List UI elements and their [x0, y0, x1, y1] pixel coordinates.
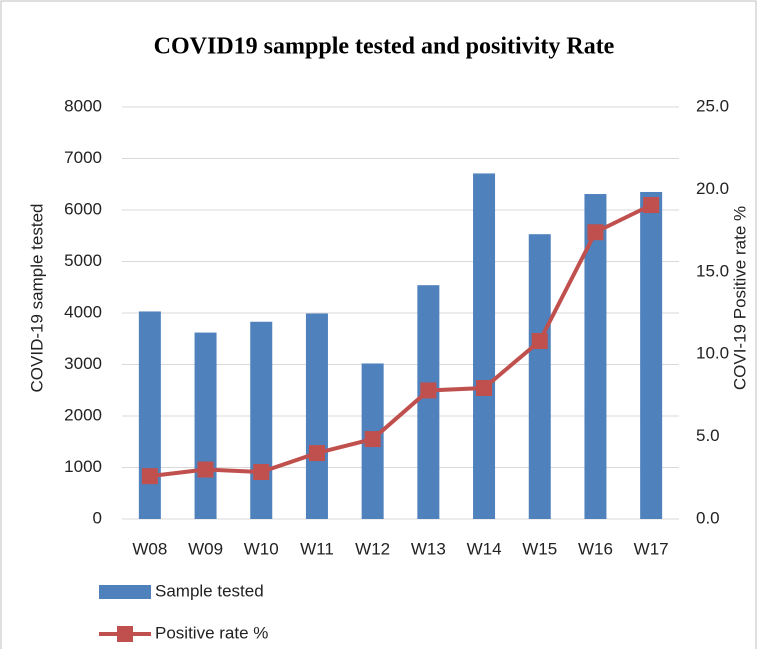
x-tick-label: W10	[244, 539, 279, 558]
y-tick-label: 4000	[64, 302, 102, 321]
legend-label: Positive rate %	[155, 623, 268, 642]
x-tick-label: W13	[411, 539, 446, 558]
y2-tick-label: 15.0	[696, 261, 729, 280]
y2-tick-label: 5.0	[696, 426, 720, 445]
x-tick-label: W11	[300, 539, 334, 558]
line	[149, 203, 653, 479]
y-tick-label: 6000	[64, 199, 102, 218]
x-tick-label: W09	[188, 539, 223, 558]
y-tick-label: 1000	[64, 457, 102, 476]
y-tick-label: 8000	[64, 96, 102, 115]
y-tick-label: 7000	[64, 148, 102, 167]
y-axis-title: COVID-19 sample tested	[27, 204, 46, 393]
y2-axis-title: COVI-19 Positive rate %	[730, 206, 749, 390]
legend-label: Sample tested	[155, 581, 264, 600]
x-tick-label: W14	[467, 539, 502, 558]
y2-tick-label: 10.0	[696, 344, 729, 363]
marker	[531, 333, 548, 350]
bar	[528, 234, 551, 519]
y-tick-label: 3000	[64, 354, 102, 373]
y2-tick-label: 20.0	[696, 179, 729, 198]
y-tick-label: 0	[93, 508, 102, 527]
y2-tick-label: 25.0	[696, 96, 729, 115]
bar	[640, 191, 663, 519]
bar	[305, 313, 328, 519]
legend-swatch	[117, 626, 133, 642]
bar	[584, 194, 607, 519]
bar	[250, 321, 273, 519]
marker	[643, 197, 660, 214]
marker	[364, 431, 381, 448]
legend-swatch	[99, 585, 151, 599]
marker	[476, 379, 493, 396]
x-tick-label: W08	[132, 539, 167, 558]
marker	[141, 468, 158, 485]
x-tick-label: W17	[634, 539, 669, 558]
marker	[420, 382, 437, 399]
y2-tick-label: 0.0	[696, 508, 720, 527]
x-tick-label: W12	[355, 539, 390, 558]
bar	[417, 285, 440, 519]
x-tick-label: W15	[522, 539, 557, 558]
marker	[253, 464, 270, 481]
bar	[473, 173, 496, 519]
marker	[587, 224, 604, 241]
marker	[308, 445, 325, 462]
bar	[194, 332, 217, 519]
marker	[197, 461, 214, 478]
y-tick-label: 2000	[64, 405, 102, 424]
x-tick-label: W16	[578, 539, 613, 558]
y-tick-label: 5000	[64, 251, 102, 270]
bar	[138, 311, 161, 519]
chart-title: COVID19 sampple tested and positivity Ra…	[154, 34, 615, 60]
